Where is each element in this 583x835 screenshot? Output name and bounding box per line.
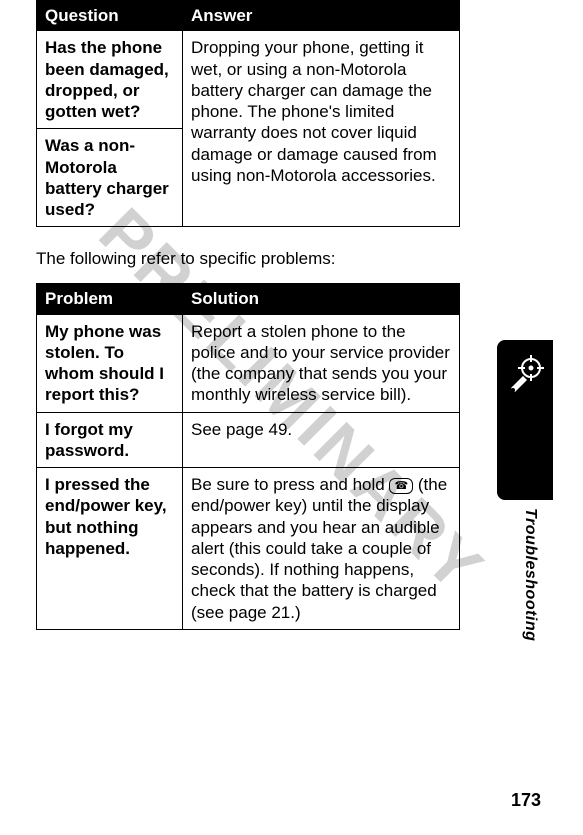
table-row: Has the phone been damaged, dropped, or … [37, 31, 460, 129]
section-tab [497, 340, 553, 500]
end-power-key-icon: ☎ [389, 478, 413, 494]
table-row: I pressed the end/power key, but nothing… [37, 468, 460, 630]
content-column: Question Answer Has the phone been damag… [36, 0, 460, 630]
page-number: 173 [511, 790, 541, 811]
wrench-target-icon [505, 354, 545, 394]
qa-head-question: Question [37, 1, 183, 31]
ps-problem-2: I forgot my password. [37, 412, 183, 468]
ps-solution-3-pre: Be sure to press and hold [191, 475, 389, 494]
qa-answer-shared: Dropping your phone, getting it wet, or … [183, 31, 460, 227]
ps-solution-2: See page 49. [183, 412, 460, 468]
qa-head-answer: Answer [183, 1, 460, 31]
qa-question-2: Was a non-Motorola battery charger used? [37, 129, 183, 227]
ps-solution-1: Report a stolen phone to the police and … [183, 314, 460, 412]
page-container: Question Answer Has the phone been damag… [0, 0, 583, 835]
question-answer-table: Question Answer Has the phone been damag… [36, 0, 460, 227]
ps-solution-3-post: (the end/power key) until the display ap… [191, 475, 447, 622]
section-label: Troubleshooting [521, 508, 539, 641]
ps-head-solution: Solution [183, 284, 460, 314]
problem-solution-table: Problem Solution My phone was stolen. To… [36, 283, 460, 630]
ps-solution-3: Be sure to press and hold ☎ (the end/pow… [183, 468, 460, 630]
qa-question-1: Has the phone been damaged, dropped, or … [37, 31, 183, 129]
table-row: My phone was stolen. To whom should I re… [37, 314, 460, 412]
ps-problem-1: My phone was stolen. To whom should I re… [37, 314, 183, 412]
table-row: I forgot my password. See page 49. [37, 412, 460, 468]
ps-head-problem: Problem [37, 284, 183, 314]
ps-problem-3: I pressed the end/power key, but nothing… [37, 468, 183, 630]
intro-text: The following refer to specific problems… [36, 249, 460, 269]
